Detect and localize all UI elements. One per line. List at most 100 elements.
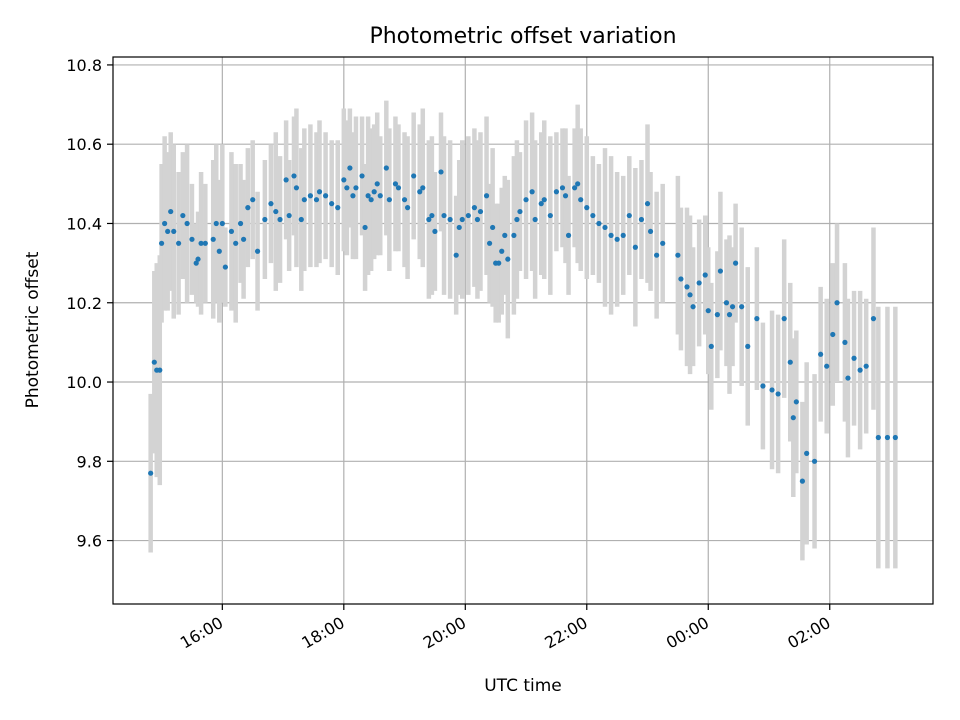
data-point <box>702 272 708 278</box>
data-point <box>529 189 535 195</box>
data-point <box>632 244 638 250</box>
data-point <box>293 185 300 191</box>
data-point <box>870 316 877 322</box>
data-point <box>705 308 711 314</box>
data-point <box>359 173 365 179</box>
data-point <box>483 193 490 199</box>
data-point <box>675 252 681 258</box>
data-point <box>760 383 766 389</box>
data-point <box>638 216 645 223</box>
data-point <box>562 193 569 199</box>
data-point <box>514 216 520 223</box>
data-point <box>316 189 323 195</box>
data-point <box>347 165 353 171</box>
chart-title: Photometric offset variation <box>369 24 676 49</box>
data-point <box>471 205 478 211</box>
data-point <box>790 415 796 421</box>
data-point <box>654 252 660 258</box>
data-point <box>459 216 465 223</box>
data-point <box>250 197 256 203</box>
data-point <box>268 201 274 207</box>
data-point <box>496 260 502 266</box>
data-point <box>158 240 165 246</box>
data-point <box>195 256 201 262</box>
data-point <box>283 177 289 183</box>
data-point <box>647 228 654 235</box>
data-point <box>684 284 690 290</box>
data-point <box>240 236 247 242</box>
data-point <box>614 236 620 242</box>
data-point <box>726 312 733 318</box>
data-point <box>429 212 435 219</box>
y-tick-label: 10.2 <box>66 294 102 313</box>
x-axis-label: UTC time <box>484 676 562 696</box>
data-point <box>596 220 602 227</box>
data-point <box>237 220 244 227</box>
data-point <box>793 399 799 405</box>
data-point <box>216 248 222 254</box>
data-point <box>477 208 484 215</box>
data-point <box>176 240 182 246</box>
data-point <box>377 193 383 199</box>
data-point <box>329 201 335 207</box>
data-point <box>811 458 818 464</box>
data-point <box>335 205 341 211</box>
data-point <box>392 181 399 187</box>
data-point <box>465 212 471 219</box>
data-point <box>824 363 830 369</box>
data-point <box>708 343 714 349</box>
data-point <box>538 201 544 207</box>
data-point <box>417 189 423 195</box>
data-point <box>769 387 775 393</box>
data-point <box>490 224 496 231</box>
data-point <box>313 197 320 203</box>
data-point <box>148 470 154 476</box>
data-point <box>233 240 239 246</box>
data-point <box>453 252 459 258</box>
data-point <box>845 375 851 381</box>
data-point <box>547 212 553 219</box>
data-point <box>162 220 168 227</box>
y-tick-label: 9.8 <box>77 452 102 471</box>
data-point <box>447 216 453 223</box>
data-point <box>371 189 377 195</box>
data-point <box>273 208 279 215</box>
data-point <box>456 224 462 231</box>
y-tick-label: 9.6 <box>77 532 102 551</box>
data-point <box>386 197 392 203</box>
data-point <box>189 236 195 242</box>
data-point <box>322 193 329 199</box>
data-point <box>799 478 806 484</box>
data-point <box>474 216 481 223</box>
data-point <box>644 201 651 207</box>
data-point <box>608 232 614 238</box>
data-point <box>438 169 444 175</box>
data-point <box>575 181 581 187</box>
y-axis-label: Photometric offset <box>23 251 43 408</box>
data-point <box>411 173 417 179</box>
y-tick-label: 10.8 <box>66 56 102 75</box>
data-point <box>298 216 304 223</box>
data-point <box>222 264 228 270</box>
data-point <box>171 228 177 235</box>
data-point <box>584 205 590 211</box>
data-point <box>660 240 666 246</box>
data-point <box>301 197 307 203</box>
data-point <box>572 185 578 191</box>
data-point <box>426 216 432 223</box>
data-point <box>678 276 684 282</box>
data-point <box>210 236 216 242</box>
data-point <box>254 248 261 254</box>
data-point <box>842 339 848 345</box>
data-point <box>511 232 517 238</box>
data-point <box>353 185 359 191</box>
data-point <box>245 205 251 211</box>
data-point <box>745 343 751 349</box>
data-point <box>213 220 219 227</box>
data-point <box>830 331 836 338</box>
data-points <box>148 165 898 484</box>
data-point <box>499 248 505 254</box>
data-point <box>432 228 438 235</box>
data-point <box>602 224 608 231</box>
